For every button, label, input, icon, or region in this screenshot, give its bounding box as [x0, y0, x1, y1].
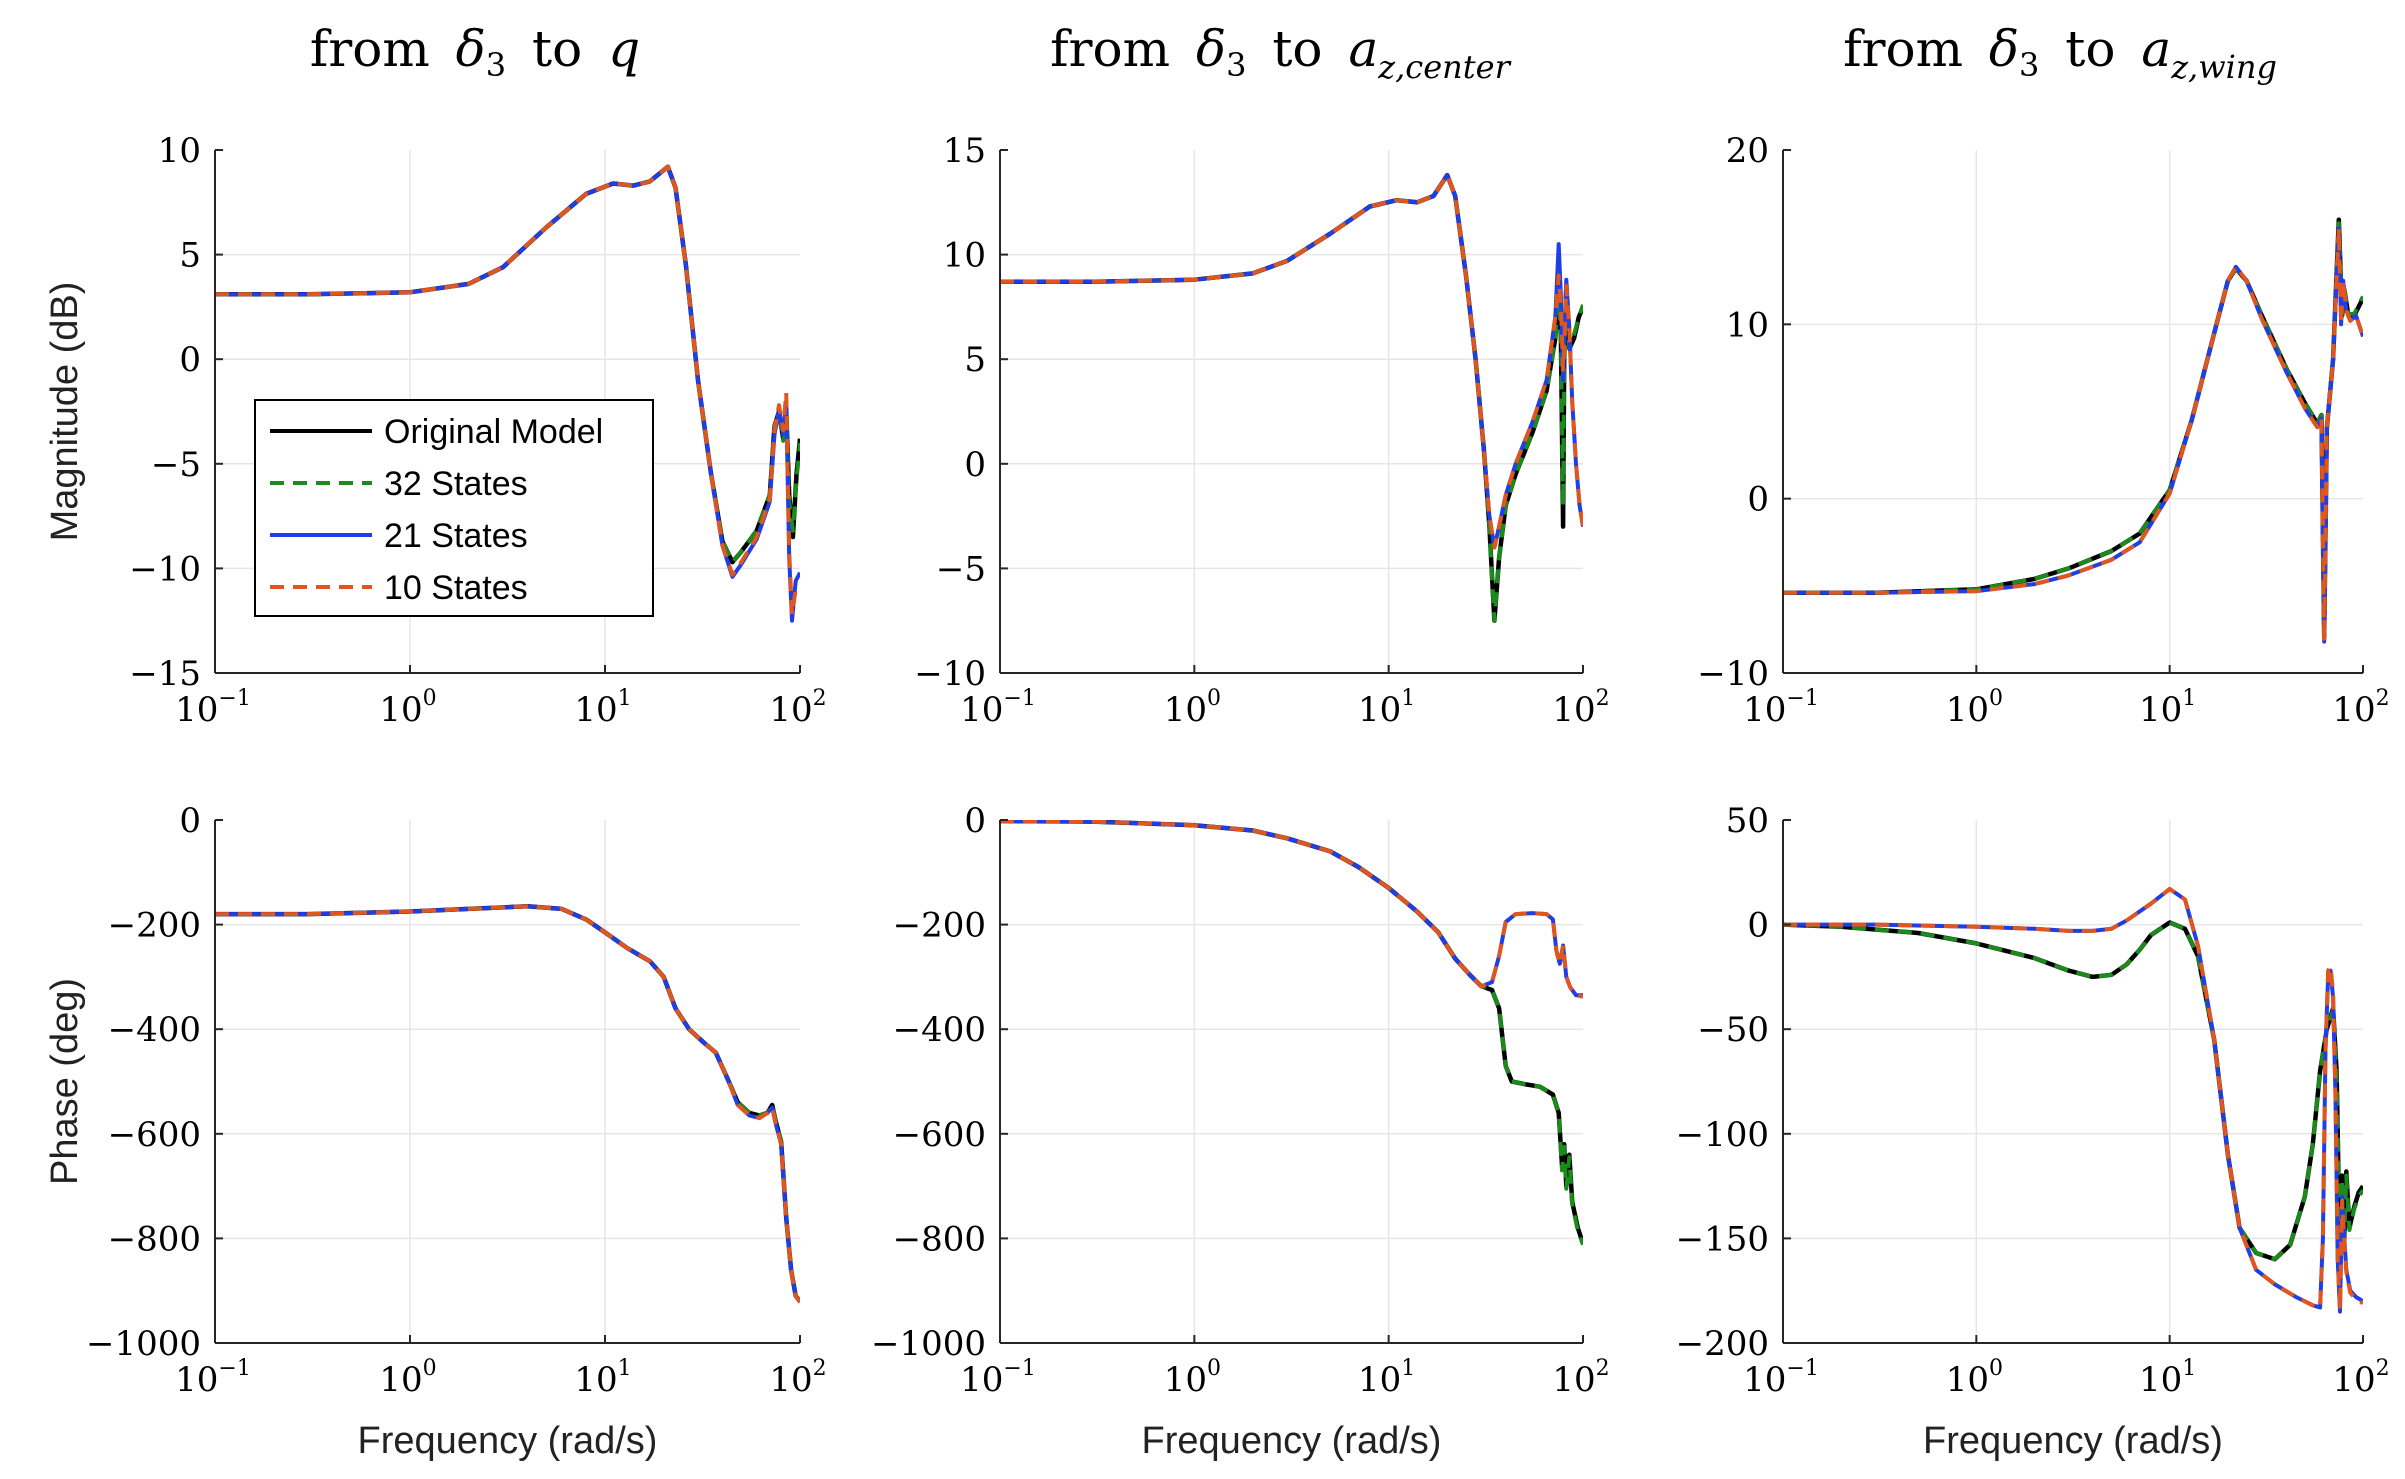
x-tick-label: 102 [769, 1356, 826, 1400]
x-tick-label: 10−1 [960, 1356, 1036, 1400]
data-lines [215, 904, 800, 1304]
grid [1000, 150, 1583, 673]
x-tick-label: 102 [769, 686, 826, 730]
x-tick-label: 100 [379, 1356, 436, 1400]
y-tick-label: 0 [179, 340, 201, 380]
y-tick-label: 10 [1726, 305, 1769, 345]
series-line-10-states [215, 164, 800, 617]
data-lines [1000, 172, 1583, 623]
x-tick-label: 10−1 [1743, 1356, 1819, 1400]
legend-label-10: 10 States [384, 569, 528, 607]
x-tick-label: 100 [1164, 1356, 1221, 1400]
y-tick-label: 5 [964, 340, 986, 380]
x-tick-label: 10−1 [1743, 686, 1819, 730]
series-line-10-states [215, 904, 800, 1304]
panel-phase-az-wing: −200 −150 −100 −50 0 50 10−1 100 101 102 Frequency… [1676, 801, 2390, 1462]
y-tick-label: 0 [964, 801, 986, 841]
y-tick-label: −200 [108, 906, 201, 946]
title-col2: from δ3 to az,center [1050, 20, 1511, 88]
y-tick-label: −200 [893, 906, 986, 946]
grid [215, 820, 800, 1343]
x-tick-label: 101 [2139, 686, 2196, 730]
x-tick-label: 102 [1552, 686, 1609, 730]
title-col3: from δ3 to az,wing [1843, 20, 2277, 88]
y-tick-label: −600 [108, 1115, 201, 1155]
data-lines [215, 164, 800, 623]
x-axis-label: Frequency (rad/s) [358, 1420, 658, 1462]
x-tick-label: 100 [1946, 1356, 2003, 1400]
legend-label-32: 32 States [384, 465, 528, 503]
y-tick-label: −400 [893, 1010, 986, 1050]
legend-box [254, 399, 654, 617]
x-tick-label: 10−1 [175, 1356, 251, 1400]
y-tick-label: 15 [943, 131, 986, 171]
y-tick-label: 0 [964, 445, 986, 485]
data-lines [1783, 217, 2363, 644]
x-tick-label: 102 [2332, 1356, 2389, 1400]
x-tick-label: 100 [1164, 686, 1221, 730]
panel-phase-az-center: −1000 −800 −600 −400 −200 0 10−1 100 101 102 Frequ… [871, 801, 1610, 1462]
x-tick-label: 101 [574, 686, 631, 730]
y-tick-label: −10 [129, 549, 201, 589]
data-lines [1783, 887, 2363, 1314]
y-tick-label: −150 [1676, 1219, 1769, 1259]
y-tick-label: −1000 [871, 1324, 986, 1364]
y-tick-label: −800 [108, 1219, 201, 1259]
series-line-10-states [1000, 820, 1583, 999]
y-tick-label: −1000 [86, 1324, 201, 1364]
y-tick-label: 10 [943, 236, 986, 276]
y-tick-label: −50 [1697, 1010, 1769, 1050]
x-tick-label: 102 [1552, 1356, 1609, 1400]
series-line-10-states [1783, 226, 2363, 644]
y-tick-label: −400 [108, 1010, 201, 1050]
x-tick-label: 10−1 [175, 686, 251, 730]
panel-magnitude-az-wing: −10 0 10 20 10−1 100 101 102 [1697, 131, 2389, 730]
y-axis-label: Magnitude (dB) [44, 282, 86, 542]
title-col1: from δ3 to q [310, 20, 640, 88]
panel-magnitude-az-center: −10 −5 0 5 10 15 10−1 100 101 102 [914, 131, 1609, 730]
x-tick-label: 101 [574, 1356, 631, 1400]
x-tick-label: 101 [1358, 686, 1415, 730]
series-line-10-states [1000, 173, 1583, 550]
legend: Original Model 32 States 21 States 10 St… [254, 399, 654, 617]
y-tick-label: 20 [1726, 131, 1769, 171]
legend-label-original: Original Model [384, 413, 603, 451]
grid [1000, 820, 1583, 1343]
y-tick-label: −10 [914, 654, 986, 694]
panel-phase-q: −1000 −800 −600 −400 −200 0 10−1 100 101 102 Frequ… [44, 801, 827, 1462]
y-tick-label: 0 [1747, 480, 1769, 520]
y-tick-label: 50 [1726, 801, 1769, 841]
x-axis-label: Frequency (rad/s) [1142, 1420, 1442, 1462]
x-tick-label: 101 [2139, 1356, 2196, 1400]
data-lines [1000, 820, 1583, 1246]
y-tick-label: 5 [179, 236, 201, 276]
y-tick-label: −200 [1676, 1324, 1769, 1364]
y-tick-label: 0 [1747, 906, 1769, 946]
x-axis-label: Frequency (rad/s) [1923, 1420, 2223, 1462]
x-tick-label: 100 [379, 686, 436, 730]
x-tick-label: 101 [1358, 1356, 1415, 1400]
legend-label-21: 21 States [384, 517, 528, 555]
panel-magnitude-q: −15 −10 −5 0 5 10 10−1 100 101 102 Magnitude (dB) [44, 131, 827, 730]
y-tick-label: −100 [1676, 1115, 1769, 1155]
x-tick-label: 100 [1946, 686, 2003, 730]
series-line-32-states [1783, 221, 2363, 641]
x-tick-label: 10−1 [960, 686, 1036, 730]
y-tick-label: −800 [893, 1219, 986, 1259]
x-tick-label: 102 [2332, 686, 2389, 730]
y-tick-label: 10 [158, 131, 201, 171]
y-tick-label: −5 [151, 445, 201, 485]
series-line-10-states [1783, 887, 2363, 1312]
y-tick-label: −10 [1697, 654, 1769, 694]
y-tick-label: −15 [129, 654, 201, 694]
y-axis-label: Phase (deg) [44, 978, 86, 1185]
y-tick-label: −5 [936, 549, 986, 589]
y-tick-label: 0 [179, 801, 201, 841]
y-tick-label: −600 [893, 1115, 986, 1155]
